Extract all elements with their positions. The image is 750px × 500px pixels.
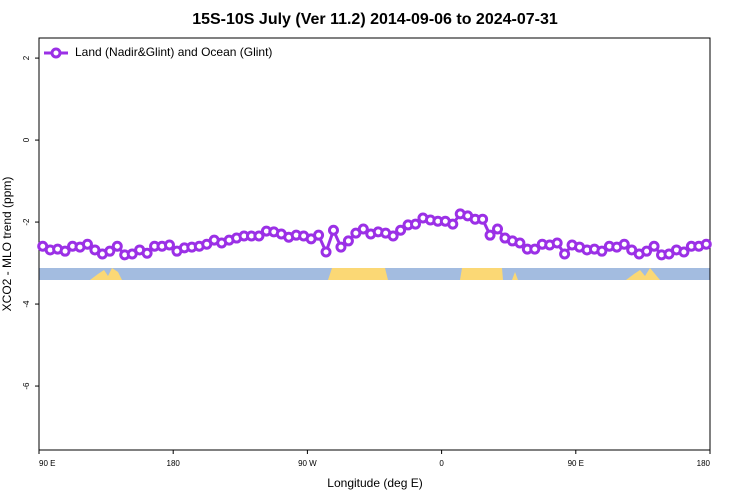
point xyxy=(447,218,459,230)
point xyxy=(678,246,690,258)
legend-label: Land (Nadir&Glint) and Ocean (Glint) xyxy=(75,45,272,59)
point xyxy=(559,248,571,260)
y-tick-label: 2 xyxy=(22,55,31,60)
point xyxy=(484,229,496,241)
point xyxy=(618,238,630,250)
point xyxy=(648,240,660,252)
point xyxy=(514,237,526,249)
x-tick-label: 180 xyxy=(697,459,711,468)
point xyxy=(163,239,175,251)
land-region xyxy=(90,268,122,280)
x-axis-label: Longitude (deg E) xyxy=(327,476,422,490)
point xyxy=(253,230,265,242)
point xyxy=(342,235,354,247)
land-region xyxy=(626,268,660,280)
x-tick-label: 90 E xyxy=(568,459,584,468)
point xyxy=(641,245,653,257)
point xyxy=(335,241,347,253)
point xyxy=(141,247,153,259)
point xyxy=(357,223,369,235)
point xyxy=(104,245,116,257)
point xyxy=(387,230,399,242)
point xyxy=(59,245,71,257)
point xyxy=(111,240,123,252)
point xyxy=(529,243,541,255)
y-tick-label: 0 xyxy=(22,137,31,142)
point xyxy=(320,246,332,258)
point xyxy=(492,223,504,235)
point xyxy=(551,237,563,249)
chart-title: 15S-10S July (Ver 11.2) 2014-09-06 to 20… xyxy=(192,11,558,28)
land-region xyxy=(328,268,388,280)
point xyxy=(327,224,339,236)
y-tick-label: -4 xyxy=(22,300,31,308)
legend: Land (Nadir&Glint) and Ocean (Glint) xyxy=(44,45,272,59)
point xyxy=(395,224,407,236)
point xyxy=(81,238,93,250)
x-tick-label: 0 xyxy=(439,459,444,468)
point xyxy=(596,245,608,257)
point xyxy=(410,218,422,230)
land-region xyxy=(512,272,518,280)
point xyxy=(477,213,489,225)
x-tick-label: 180 xyxy=(167,459,181,468)
point xyxy=(313,229,325,241)
x-tick-label: 90 E xyxy=(39,459,55,468)
y-axis-label: XCO2 - MLO trend (ppm) xyxy=(0,177,14,312)
legend-marker xyxy=(50,47,62,59)
point xyxy=(700,238,712,250)
x-tick-label: 90 W xyxy=(298,459,317,468)
y-tick-label: -2 xyxy=(22,218,31,226)
land-region xyxy=(460,268,503,280)
y-tick-label: -6 xyxy=(22,382,31,390)
